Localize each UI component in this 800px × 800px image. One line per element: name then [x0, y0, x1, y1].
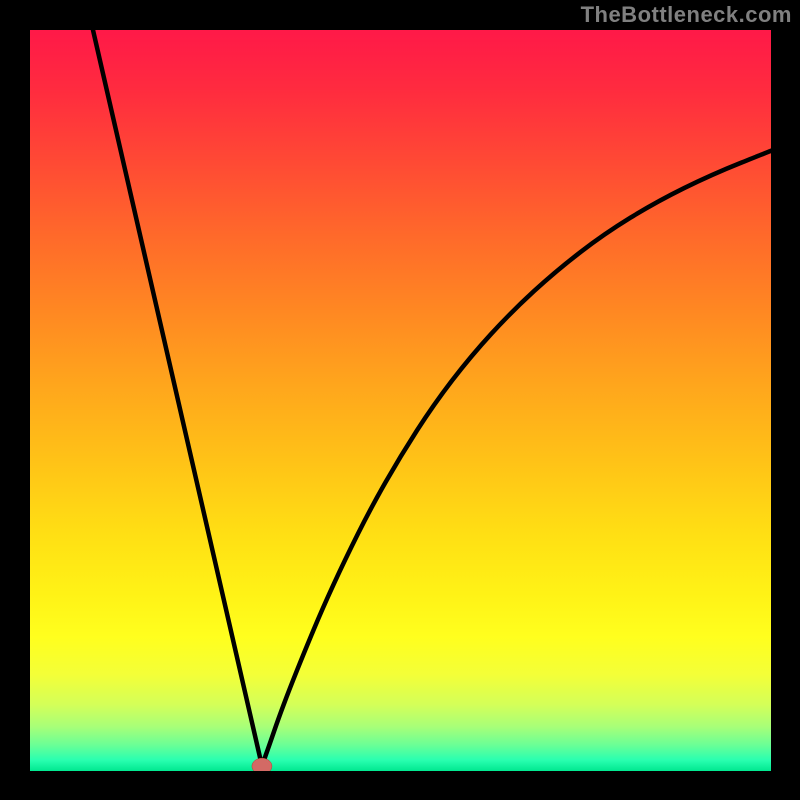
chart-container: TheBottleneck.com: [0, 0, 800, 800]
watermark-text: TheBottleneck.com: [581, 2, 792, 28]
bottleneck-curve-chart: [30, 30, 771, 771]
gradient-background: [30, 30, 771, 771]
plot-area: [30, 30, 771, 771]
